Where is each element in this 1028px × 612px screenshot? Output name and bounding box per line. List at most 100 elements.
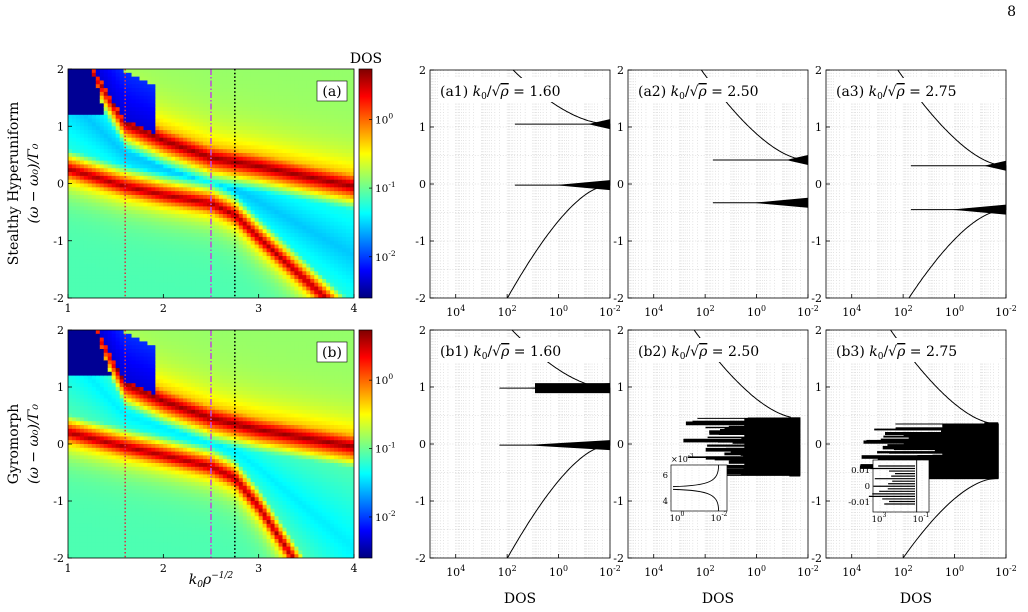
heatmap-cell bbox=[199, 137, 204, 143]
heatmap-cell bbox=[111, 95, 117, 101]
heatmap-cell bbox=[270, 69, 276, 74]
heatmap-cell bbox=[127, 88, 133, 93]
heatmap-cell bbox=[68, 244, 73, 249]
heatmap-cell bbox=[95, 379, 101, 384]
heatmap-cell bbox=[246, 149, 252, 154]
heatmap-cell bbox=[322, 137, 327, 143]
heatmap-cell bbox=[79, 229, 85, 234]
heatmap-cell bbox=[135, 145, 141, 150]
heatmap-cell bbox=[350, 275, 354, 280]
heatmap-cell bbox=[334, 217, 339, 223]
heatmap-cell bbox=[250, 114, 256, 120]
heatmap-cell bbox=[254, 156, 260, 162]
heatmap-cell bbox=[258, 214, 264, 219]
heatmap-cell bbox=[214, 168, 220, 173]
heatmap-cell bbox=[103, 394, 109, 399]
heatmap-cell bbox=[342, 187, 347, 192]
heatmap-cell bbox=[75, 406, 81, 411]
heatmap-cell bbox=[147, 164, 153, 169]
heatmap-cell bbox=[214, 76, 220, 82]
heatmap-cell bbox=[254, 278, 260, 284]
heatmap-cell bbox=[207, 271, 212, 276]
heatmap-cell bbox=[75, 409, 81, 415]
heatmap-cell bbox=[234, 267, 240, 272]
heatmap-cell bbox=[103, 156, 109, 162]
heatmap-cell bbox=[322, 172, 327, 177]
heatmap-cell bbox=[107, 341, 113, 346]
heatmap-cell bbox=[203, 267, 208, 272]
heatmap-cell bbox=[294, 221, 299, 227]
heatmap-cell bbox=[230, 122, 236, 127]
heatmap-cell bbox=[95, 160, 101, 166]
heatmap-cell bbox=[119, 282, 125, 288]
heatmap-cell bbox=[75, 175, 81, 181]
heatmap-cell bbox=[258, 107, 264, 112]
heatmap-cell bbox=[71, 141, 77, 146]
heatmap-cell bbox=[290, 175, 296, 181]
heatmap-cell bbox=[242, 194, 248, 200]
heatmap-cell bbox=[107, 217, 113, 223]
heatmap-cell bbox=[187, 69, 192, 74]
heatmap-cell bbox=[207, 133, 212, 139]
heatmap-cell bbox=[258, 194, 264, 200]
heatmap-cell bbox=[107, 95, 113, 101]
heatmap-cell bbox=[79, 474, 85, 479]
heatmap-cell bbox=[195, 202, 200, 207]
heatmap-cell bbox=[298, 225, 303, 230]
heatmap-cell bbox=[191, 194, 196, 200]
heatmap-cell bbox=[127, 259, 133, 265]
heatmap-cell bbox=[103, 508, 109, 513]
heatmap-cell bbox=[71, 459, 77, 464]
heatmap-cell bbox=[111, 214, 117, 219]
heatmap-cell bbox=[179, 286, 184, 291]
heatmap-cell bbox=[274, 160, 280, 166]
heatmap-cell bbox=[79, 72, 85, 78]
heatmap-cell bbox=[226, 256, 232, 261]
heatmap-cell bbox=[103, 516, 109, 521]
heatmap-cell bbox=[135, 156, 141, 162]
heatmap-cell bbox=[95, 202, 101, 207]
heatmap-cell bbox=[99, 539, 105, 544]
heatmap-cell bbox=[79, 206, 85, 211]
heatmap-cell bbox=[226, 175, 232, 181]
heatmap-cell bbox=[266, 271, 272, 276]
heatmap-cell bbox=[167, 267, 172, 272]
heatmap-cell bbox=[99, 110, 105, 116]
heatmap-cell bbox=[71, 160, 77, 166]
heatmap-cell bbox=[195, 267, 200, 272]
heatmap-cell bbox=[222, 214, 228, 219]
heatmap-cell bbox=[68, 164, 73, 169]
heatmap-cell bbox=[95, 252, 101, 257]
heatmap-cell bbox=[68, 459, 73, 464]
heatmap-cell bbox=[342, 152, 347, 158]
heatmap-cell bbox=[218, 160, 224, 166]
heatmap-cell bbox=[159, 229, 164, 234]
heatmap-cell bbox=[103, 145, 109, 150]
heatmap-cell bbox=[103, 271, 109, 276]
heatmap-cell bbox=[179, 278, 184, 284]
heatmap-cell bbox=[99, 282, 105, 288]
heatmap-cell bbox=[71, 290, 77, 295]
heatmap-cell bbox=[211, 141, 216, 146]
heatmap-cell bbox=[119, 263, 125, 269]
heatmap-cell bbox=[163, 141, 168, 146]
heatmap-cell bbox=[143, 206, 149, 211]
heatmap-cell bbox=[286, 191, 292, 196]
heatmap-cell bbox=[314, 286, 319, 291]
heatmap-cell bbox=[111, 210, 117, 215]
heatmap-cell bbox=[79, 512, 85, 517]
heatmap-cell bbox=[314, 271, 319, 276]
heatmap-cell bbox=[254, 275, 260, 280]
heatmap-cell bbox=[179, 294, 184, 298]
heatmap-cell bbox=[159, 210, 164, 215]
heatmap-cell bbox=[131, 275, 137, 280]
heatmap-cell bbox=[143, 130, 149, 135]
heatmap-cell bbox=[99, 91, 105, 97]
heatmap-cell bbox=[238, 137, 244, 143]
heatmap-cell bbox=[75, 130, 81, 135]
heatmap-cell bbox=[75, 103, 81, 108]
heatmap-cell bbox=[330, 126, 335, 131]
heatmap-cell bbox=[87, 84, 93, 89]
heatmap-cell bbox=[218, 233, 224, 238]
heatmap-cell bbox=[214, 214, 220, 219]
